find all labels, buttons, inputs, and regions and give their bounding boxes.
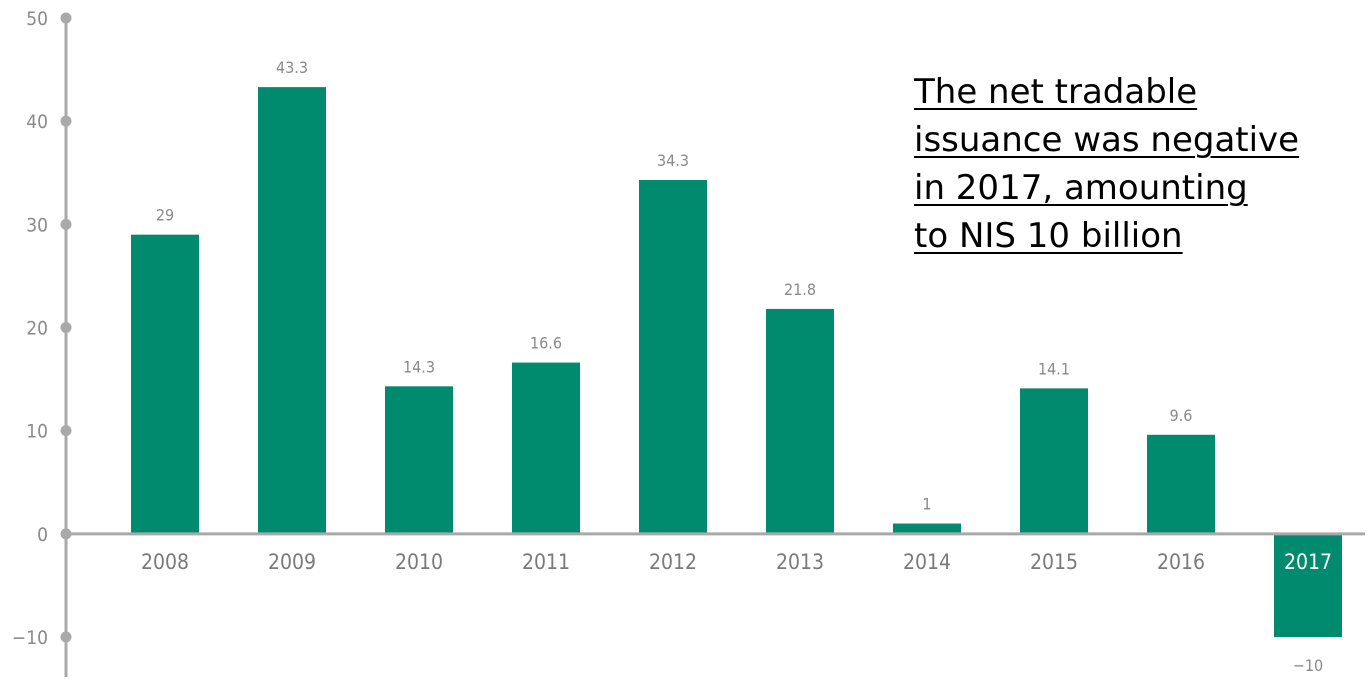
bar-2008 [131, 234, 199, 534]
y-tick-dot [60, 322, 72, 333]
y-tick-dot [60, 631, 72, 643]
bar-2016 [1147, 434, 1215, 534]
y-tick-label: 30 [26, 214, 48, 236]
category-label-2013: 2013 [776, 550, 824, 574]
bar-2009 [258, 87, 326, 534]
value-label-2010: 14.3 [403, 357, 435, 376]
value-label-2017: −10 [1293, 656, 1323, 675]
y-tick-dot [60, 115, 72, 127]
y-tick-label: −10 [12, 627, 48, 649]
y-axis: −10 0 10 20 30 40 50 [12, 8, 72, 677]
chart-annotation: The net tradable issuance was negative i… [914, 72, 1300, 256]
category-label-2016: 2016 [1157, 550, 1205, 574]
value-label-2012: 34.3 [657, 151, 689, 170]
y-tick-dot [60, 12, 72, 24]
value-label-2011: 16.6 [530, 334, 562, 353]
bar-2017 [1274, 533, 1342, 637]
value-label-2015: 14.1 [1038, 359, 1070, 378]
category-label-2015: 2015 [1030, 550, 1078, 574]
bar-2014 [893, 523, 961, 534]
category-label-2012: 2012 [649, 550, 697, 574]
value-labels: 29 43.3 14.3 16.6 34.3 21.8 1 14.1 9.6 −10 [156, 58, 1323, 675]
y-tick-label: 0 [37, 524, 48, 546]
category-label-2017: 2017 [1284, 550, 1332, 574]
category-label-2014: 2014 [903, 550, 951, 574]
bar-2010 [385, 386, 453, 534]
value-label-2009: 43.3 [276, 58, 308, 77]
y-tick-label: 10 [26, 421, 48, 443]
category-label-2011: 2011 [522, 550, 570, 574]
y-tick-dot [60, 425, 72, 437]
value-label-2014: 1 [922, 495, 931, 514]
category-labels: 2008 2009 2010 2011 2012 2013 2014 2015 2016 2017 [141, 550, 1332, 574]
value-label-2016: 9.6 [1170, 406, 1193, 425]
value-label-2013: 21.8 [784, 280, 816, 299]
category-label-2009: 2009 [268, 550, 316, 574]
bars [131, 87, 1342, 637]
y-tick-dot [60, 218, 72, 230]
category-label-2010: 2010 [395, 550, 443, 574]
bar-2015 [1020, 388, 1088, 534]
y-tick-label: 20 [26, 318, 48, 340]
bar-2012 [639, 179, 707, 534]
value-label-2008: 29 [156, 206, 174, 225]
category-label-2008: 2008 [141, 550, 189, 574]
bar-2011 [512, 362, 580, 534]
y-tick-label: 40 [26, 111, 48, 133]
y-tick-label: 50 [26, 8, 48, 30]
bar-2013 [766, 308, 834, 534]
